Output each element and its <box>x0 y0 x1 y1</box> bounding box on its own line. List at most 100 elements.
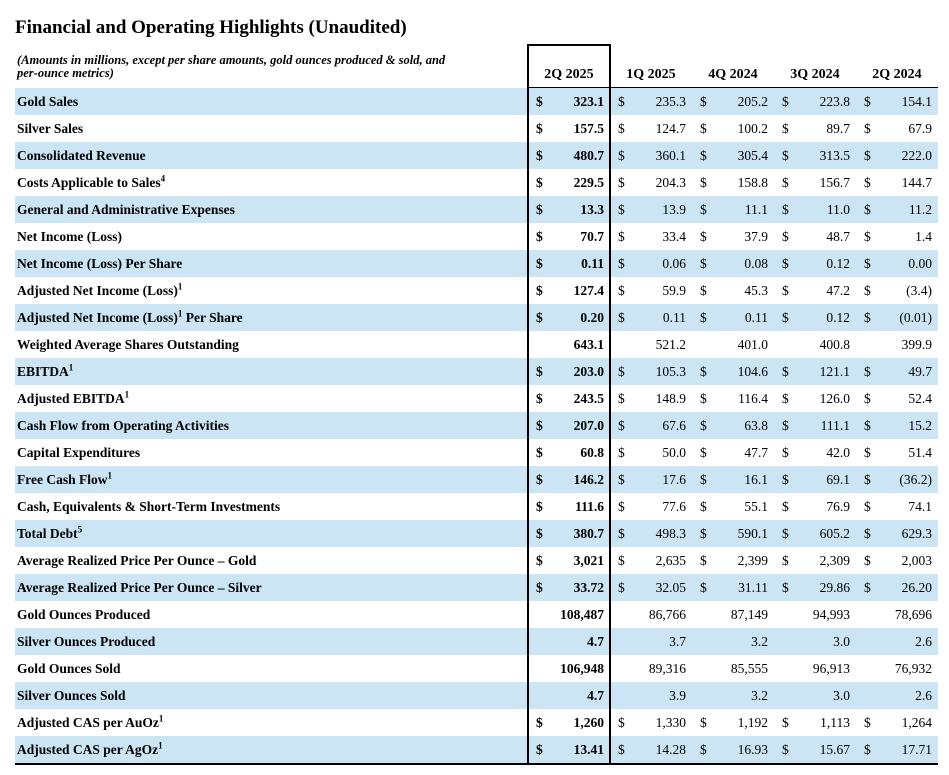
value: 401.0 <box>737 336 768 352</box>
value: 1.4 <box>915 228 932 244</box>
dollar-sign: $ <box>782 444 789 460</box>
value: 3.0 <box>833 633 850 649</box>
dollar-sign: $ <box>700 714 707 730</box>
value-cell: 3.2 <box>692 634 774 650</box>
footnote-marker: 1 <box>68 362 74 372</box>
value: 380.7 <box>573 525 604 541</box>
table-row: Silver Ounces Produced 4.7 3.7 3.2 3.0 2.6 <box>15 628 938 655</box>
value: 323.1 <box>573 93 604 109</box>
value: 89.7 <box>826 120 850 136</box>
table-row: Adjusted EBITDA1 $243.5 $148.9 $116.4 $126.0… <box>15 385 938 412</box>
dollar-sign: $ <box>782 390 789 406</box>
value: 1,113 <box>820 714 850 730</box>
dollar-sign: $ <box>864 174 871 190</box>
dollar-sign: $ <box>700 390 707 406</box>
value-cell: $14.28 <box>610 742 692 758</box>
value-cell: $1.4 <box>856 229 938 245</box>
dollar-sign: $ <box>782 228 789 244</box>
value-cell: $33.4 <box>610 229 692 245</box>
value: 203.0 <box>573 363 604 379</box>
row-label: Weighted Average Shares Outstanding <box>17 336 239 352</box>
row-label: Adjusted Net Income (Loss)1 Per Share <box>17 308 243 325</box>
table-row: Weighted Average Shares Outstanding 643.1… <box>15 331 938 358</box>
dollar-sign: $ <box>864 390 871 406</box>
footnote-marker: 1 <box>158 713 164 723</box>
table-row: General and Administrative Expenses $13.3… <box>15 196 938 223</box>
dollar-sign: $ <box>700 498 707 514</box>
dollar-sign: $ <box>782 714 789 730</box>
value-cell: $498.3 <box>610 526 692 542</box>
value: 0.11 <box>581 255 604 271</box>
value: 0.12 <box>826 309 850 325</box>
column-header-2q-2025: 2Q 2025 <box>528 67 610 88</box>
value: 104.6 <box>737 363 768 379</box>
dollar-sign: $ <box>618 147 625 163</box>
value-cell: $52.4 <box>856 391 938 407</box>
value: 32.05 <box>655 579 686 595</box>
row-label: Adjusted CAS per AgOz1 <box>17 740 163 757</box>
table-row: Average Realized Price Per Ounce – Silve… <box>15 574 938 601</box>
table-row: Cash, Equivalents & Short-Term Investmen… <box>15 493 938 520</box>
value: 11.1 <box>744 201 768 217</box>
value: 305.4 <box>737 147 768 163</box>
value-cell: $17.6 <box>610 472 692 488</box>
value-cell: $144.7 <box>856 175 938 191</box>
value: 111.6 <box>575 498 604 514</box>
dollar-sign: $ <box>864 120 871 136</box>
dollar-sign: $ <box>618 552 625 568</box>
note-line-1: (Amounts in millions, except per share a… <box>17 53 446 67</box>
dollar-sign: $ <box>864 201 871 217</box>
value: 313.5 <box>819 147 850 163</box>
value-cell: $15.67 <box>774 742 856 758</box>
value-cell: $203.0 <box>528 364 610 380</box>
value: 48.7 <box>826 228 850 244</box>
value-cell: $313.5 <box>774 148 856 164</box>
value: 148.9 <box>655 390 686 406</box>
value-cell: $1,330 <box>610 715 692 731</box>
value-cell: 89,316 <box>610 661 692 677</box>
value: 0.11 <box>662 309 686 325</box>
row-label: General and Administrative Expenses <box>17 201 235 217</box>
dollar-sign: $ <box>700 444 707 460</box>
value-cell: $100.2 <box>692 121 774 137</box>
row-label: Silver Sales <box>17 120 84 136</box>
dollar-sign: $ <box>618 714 625 730</box>
value: 69.1 <box>826 471 850 487</box>
table-row: Gold Sales $323.1 $235.3 $205.2 $223.8 $154.1 <box>15 88 938 115</box>
value-cell: 4.7 <box>528 688 610 704</box>
value-cell: $1,192 <box>692 715 774 731</box>
value-cell: $70.7 <box>528 229 610 245</box>
value-cell: $11.2 <box>856 202 938 218</box>
value: 2,003 <box>901 552 932 568</box>
value-cell: $111.6 <box>528 499 610 515</box>
dollar-sign: $ <box>700 741 707 757</box>
value: 2,309 <box>819 552 850 568</box>
value-cell: $31.11 <box>692 580 774 596</box>
dollar-sign: $ <box>618 444 625 460</box>
dollar-sign: $ <box>536 93 543 109</box>
value-cell: $0.20 <box>528 310 610 326</box>
row-label: Silver Ounces Produced <box>17 633 156 649</box>
value-cell: 106,948 <box>528 661 610 677</box>
value-cell: 2.6 <box>856 688 938 704</box>
value: 87,149 <box>730 606 768 622</box>
value-cell: $11.0 <box>774 202 856 218</box>
value-cell: $156.7 <box>774 175 856 191</box>
row-label: Silver Ounces Sold <box>17 687 126 703</box>
dollar-sign: $ <box>782 363 789 379</box>
value-cell: $50.0 <box>610 445 692 461</box>
table-row: Silver Ounces Sold 4.7 3.9 3.2 3.0 2.6 <box>15 682 938 709</box>
value: 154.1 <box>901 93 932 109</box>
value-cell: $205.2 <box>692 94 774 110</box>
value: 42.0 <box>826 444 850 460</box>
value-cell: $77.6 <box>610 499 692 515</box>
value: 17.71 <box>901 741 932 757</box>
table-row: Average Realized Price Per Ounce – Gold $… <box>15 547 938 574</box>
dollar-sign: $ <box>536 417 543 433</box>
value: 229.5 <box>573 174 604 190</box>
value-cell: $222.0 <box>856 148 938 164</box>
row-label: Costs Applicable to Sales4 <box>17 173 166 190</box>
dollar-sign: $ <box>700 201 707 217</box>
value: 77.6 <box>662 498 686 514</box>
note-line-2: per-ounce metrics) <box>17 66 114 80</box>
